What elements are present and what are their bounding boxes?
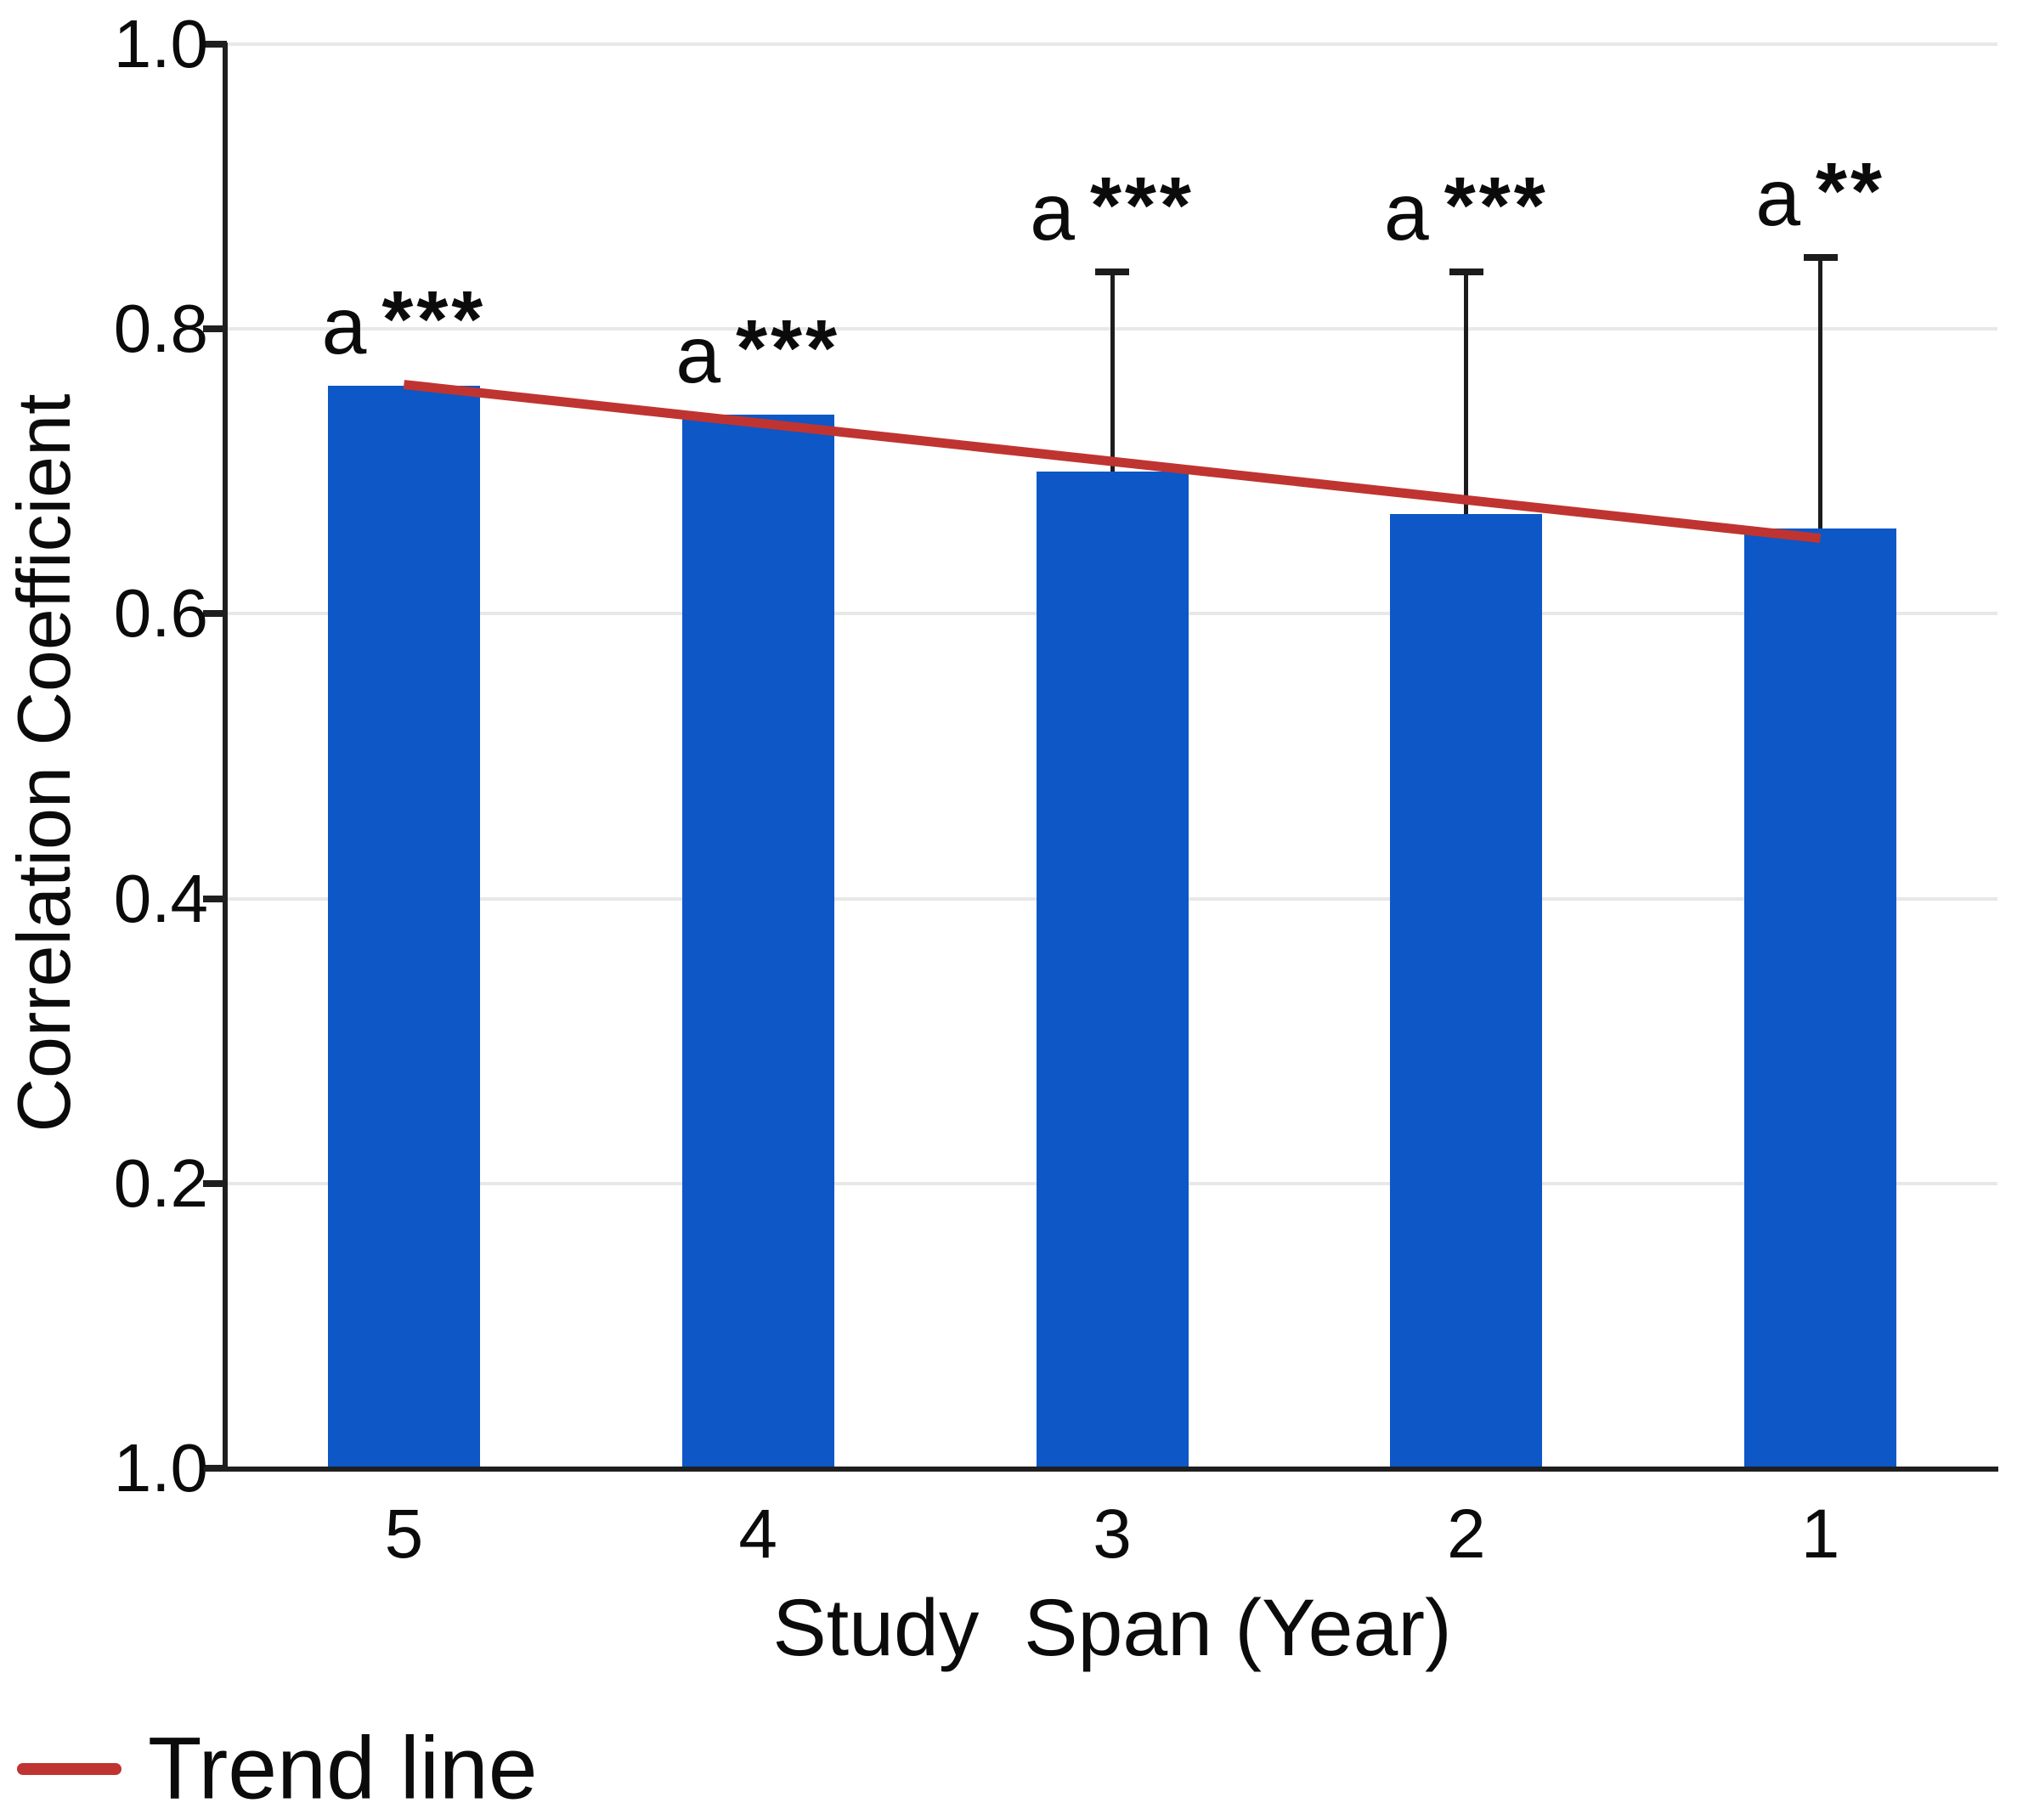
bar-annotation: a *** bbox=[1030, 166, 1195, 253]
bar bbox=[1390, 514, 1543, 1468]
y-axis-tick bbox=[203, 1179, 227, 1187]
bar-annotation: a ** bbox=[1755, 151, 1885, 239]
trend-line bbox=[403, 380, 1822, 544]
y-tick-label: 1.0 bbox=[113, 6, 208, 82]
legend-trend-line-swatch bbox=[17, 1763, 121, 1775]
annotation-letter: a bbox=[1383, 167, 1429, 258]
bar bbox=[1744, 528, 1897, 1468]
y-axis-tick bbox=[203, 895, 227, 902]
y-tick-label: 0.4 bbox=[113, 860, 208, 936]
error-bar-cap bbox=[1449, 268, 1483, 276]
y-axis-line bbox=[223, 42, 228, 1469]
annotation-letter: a bbox=[1030, 167, 1075, 258]
error-bar bbox=[1110, 272, 1115, 472]
y-axis-tick bbox=[203, 41, 227, 48]
annotation-stars: *** bbox=[736, 302, 841, 393]
bar bbox=[327, 386, 480, 1468]
bar-annotation: a *** bbox=[322, 280, 487, 367]
error-bar-cap bbox=[1803, 254, 1838, 262]
x-tick-label: 1 bbox=[1800, 1495, 1840, 1573]
y-tick-label: 0.8 bbox=[113, 291, 208, 367]
error-bar bbox=[1464, 272, 1469, 515]
annotation-stars: *** bbox=[1444, 161, 1549, 252]
bar bbox=[681, 414, 834, 1468]
legend-label: Trend line bbox=[148, 1719, 538, 1818]
annotation-stars: *** bbox=[381, 274, 487, 365]
x-tick-label: 4 bbox=[738, 1495, 777, 1573]
x-tick-label: 2 bbox=[1446, 1495, 1486, 1573]
bar-annotation: a *** bbox=[1384, 166, 1549, 253]
y-axis-tick bbox=[203, 325, 227, 333]
annotation-stars: ** bbox=[1816, 146, 1885, 237]
y-tick-label: 0.6 bbox=[113, 575, 208, 652]
bar-annotation: a *** bbox=[675, 308, 840, 396]
annotation-letter: a bbox=[1755, 153, 1801, 244]
x-axis-line bbox=[204, 1467, 1998, 1472]
x-tick-label: 3 bbox=[1093, 1495, 1132, 1573]
annotation-stars: *** bbox=[1089, 161, 1195, 252]
y-tick-label: 0.2 bbox=[113, 1145, 208, 1221]
y-tick-label: 1.0 bbox=[113, 1430, 208, 1506]
annotation-letter: a bbox=[321, 281, 367, 372]
x-tick-label: 5 bbox=[384, 1495, 424, 1573]
bar bbox=[1036, 471, 1189, 1468]
error-bar-cap bbox=[1095, 268, 1129, 276]
y-axis-tick bbox=[203, 610, 227, 618]
gridline bbox=[227, 42, 1997, 46]
x-axis-title: Study Span (Year) bbox=[772, 1583, 1452, 1673]
annotation-letter: a bbox=[675, 309, 721, 400]
error-bar bbox=[1818, 257, 1823, 528]
